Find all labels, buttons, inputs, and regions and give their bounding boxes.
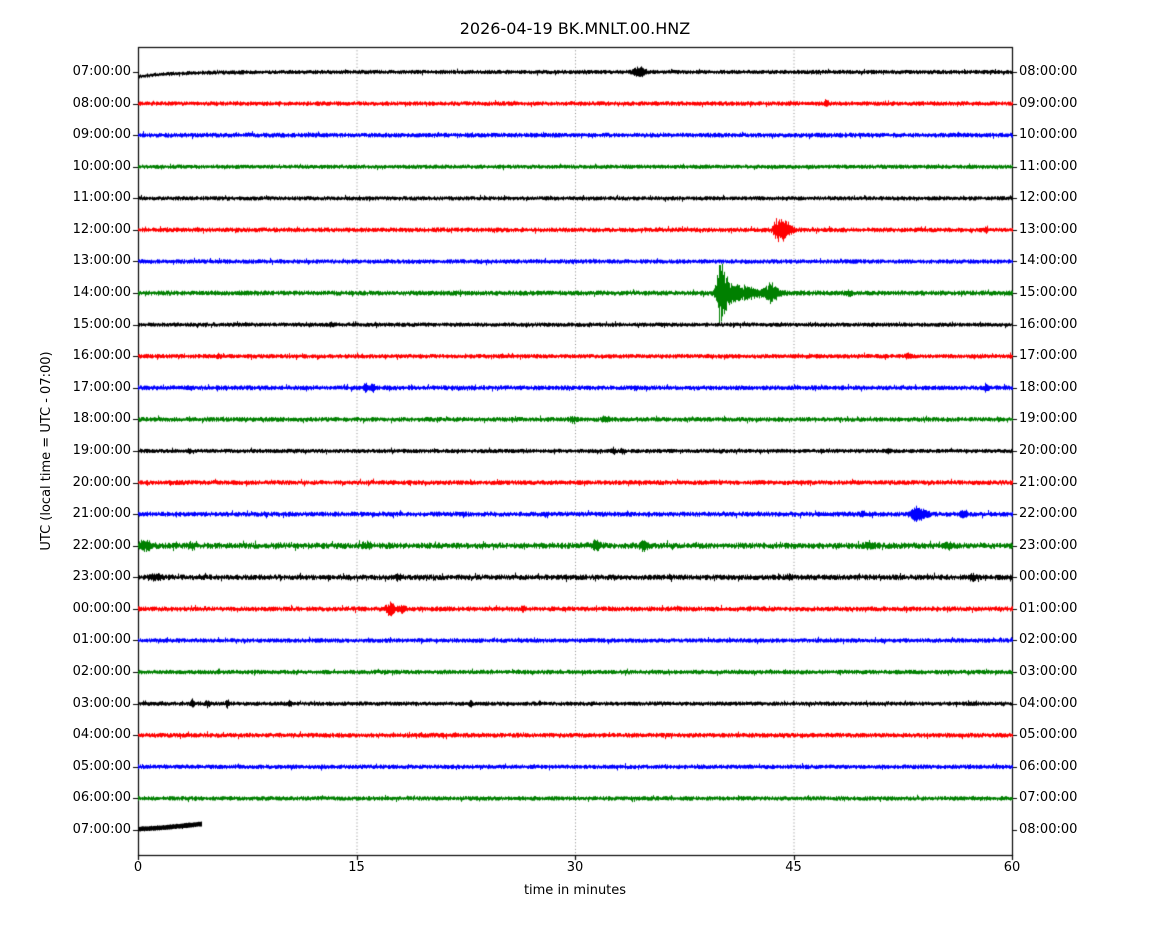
left-time-label: 09:00:00 bbox=[72, 127, 131, 143]
right-time-label: 04:00:00 bbox=[1019, 695, 1078, 711]
left-time-label: 00:00:00 bbox=[72, 600, 131, 616]
left-time-label: 14:00:00 bbox=[72, 285, 131, 301]
right-time-label: 17:00:00 bbox=[1019, 348, 1078, 364]
left-time-label: 07:00:00 bbox=[72, 64, 131, 79]
right-time-label: 10:00:00 bbox=[1019, 127, 1078, 143]
right-time-label: 11:00:00 bbox=[1019, 158, 1078, 174]
right-time-label: 01:00:00 bbox=[1019, 600, 1078, 616]
right-time-label: 03:00:00 bbox=[1019, 664, 1078, 680]
left-time-label: 17:00:00 bbox=[72, 379, 131, 395]
left-time-label: 04:00:00 bbox=[72, 727, 131, 743]
left-time-label: 08:00:00 bbox=[72, 95, 131, 111]
right-time-label: 22:00:00 bbox=[1019, 506, 1078, 522]
left-time-label: 15:00:00 bbox=[72, 316, 131, 332]
x-tick-label: 15 bbox=[348, 860, 365, 875]
left-time-label: 07:00:00 bbox=[72, 821, 131, 837]
left-time-label: 21:00:00 bbox=[72, 506, 131, 522]
left-time-label: 22:00:00 bbox=[72, 537, 131, 553]
right-time-label: 16:00:00 bbox=[1019, 316, 1078, 332]
left-time-label: 11:00:00 bbox=[72, 190, 131, 206]
right-time-label: 00:00:00 bbox=[1019, 569, 1078, 585]
right-time-label: 09:00:00 bbox=[1019, 95, 1078, 111]
x-tick-label: 45 bbox=[785, 860, 802, 875]
right-time-label: 12:00:00 bbox=[1019, 190, 1078, 206]
left-time-label: 20:00:00 bbox=[72, 474, 131, 490]
right-time-label: 02:00:00 bbox=[1019, 632, 1078, 648]
right-time-label: 20:00:00 bbox=[1019, 442, 1078, 458]
left-time-label: 16:00:00 bbox=[72, 348, 131, 364]
x-tick-label: 60 bbox=[1003, 860, 1021, 875]
left-time-label: 06:00:00 bbox=[72, 790, 131, 806]
left-time-label: 05:00:00 bbox=[72, 758, 131, 774]
right-time-label: 13:00:00 bbox=[1019, 221, 1078, 237]
right-time-label: 14:00:00 bbox=[1019, 253, 1078, 269]
right-time-label: 18:00:00 bbox=[1019, 379, 1078, 395]
left-time-label: 01:00:00 bbox=[72, 632, 131, 648]
right-time-label: 08:00:00 bbox=[1019, 64, 1078, 79]
x-tick-label: 30 bbox=[566, 860, 584, 875]
left-time-label: 23:00:00 bbox=[72, 569, 131, 585]
right-time-label: 21:00:00 bbox=[1019, 474, 1078, 490]
left-time-label: 19:00:00 bbox=[72, 442, 131, 458]
right-time-label: 19:00:00 bbox=[1019, 411, 1078, 427]
left-time-label: 10:00:00 bbox=[72, 158, 131, 174]
right-time-label: 23:00:00 bbox=[1019, 537, 1078, 553]
left-time-label: 02:00:00 bbox=[72, 664, 131, 680]
right-time-label: 05:00:00 bbox=[1019, 727, 1078, 743]
left-time-label: 03:00:00 bbox=[72, 695, 131, 711]
left-time-label: 18:00:00 bbox=[72, 411, 131, 427]
right-time-label: 07:00:00 bbox=[1019, 790, 1078, 806]
right-time-label: 08:00:00 bbox=[1019, 821, 1078, 837]
chart-title: 2026-04-19 BK.MNLT.00.HNZ bbox=[459, 19, 691, 38]
x-tick-label: 0 bbox=[133, 860, 143, 875]
left-time-label: 13:00:00 bbox=[72, 253, 131, 269]
left-time-label: 12:00:00 bbox=[72, 221, 131, 237]
x-axis-label: time in minutes bbox=[523, 883, 627, 898]
right-time-label: 06:00:00 bbox=[1019, 758, 1078, 774]
right-time-label: 15:00:00 bbox=[1019, 285, 1078, 301]
